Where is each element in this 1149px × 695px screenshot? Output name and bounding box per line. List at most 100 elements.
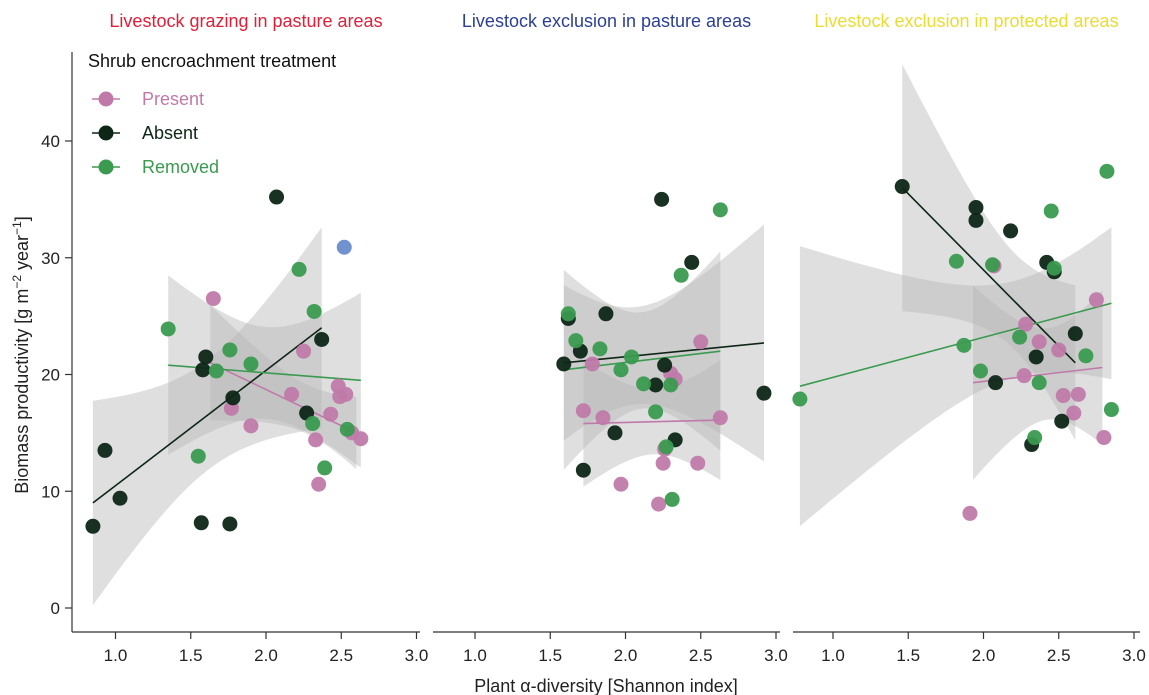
x-tick-label: 2.0 [972,646,996,665]
data-point [712,410,728,426]
y-axis-label-mid: year [12,235,32,275]
data-point [296,343,312,359]
data-point [1078,348,1094,364]
data-point [308,432,324,448]
data-point [222,516,238,532]
data-point [291,261,307,277]
regression-line [92,327,323,504]
data-points [85,163,1119,534]
data-point [584,356,600,372]
data-point [654,191,670,207]
confidence-band [583,360,721,487]
data-point [323,406,339,422]
x-tick-label: 3.0 [764,646,788,665]
data-point [684,254,700,270]
data-point [968,212,984,228]
legend-marker [98,125,114,141]
data-point [657,357,673,373]
regression-line [901,187,1076,364]
data-point [956,337,972,353]
x-tick-label: 1.0 [821,646,845,665]
data-point [317,460,333,476]
data-point [968,200,984,216]
data-point [894,179,910,195]
data-point [1031,375,1047,391]
y-axis-label-sup2: −1 [10,221,24,235]
data-point [592,341,608,357]
data-point [655,455,671,471]
legend-marker [98,91,114,107]
data-point [648,377,664,393]
x-tick-label: 1.5 [538,646,562,665]
legend-marker [98,159,114,175]
data-point [1088,292,1104,308]
x-tick-label: 2.5 [329,646,353,665]
panel-title: Livestock exclusion in pasture areas [462,11,751,31]
x-tick-label: 1.0 [463,646,487,665]
x-tick-label: 2.0 [254,646,278,665]
data-point [624,349,640,365]
data-point [575,403,591,419]
y-tick-label: 30 [41,249,60,268]
data-point [314,331,330,347]
panel-title: Livestock grazing in pasture areas [109,11,382,31]
data-point [690,455,706,471]
x-tick-label: 2.0 [614,646,638,665]
data-point [97,442,113,458]
data-point [195,362,211,378]
data-point [607,425,623,441]
y-axis-label-main: Biomass productivity [g m [12,289,32,494]
axes: 1.0 1.5 2.0 2.5 3.0 1.0 1.5 2.0 2.5 3.0 1.0 1.5 2.0 2… [41,52,1146,665]
data-point [305,416,321,432]
x-axis-label: Plant α-diversity [Shannon index] [474,676,738,695]
legend-label: Absent [142,123,198,143]
data-point [338,386,354,402]
data-point [1046,260,1062,276]
data-point [190,448,206,464]
data-point [198,349,214,365]
data-point [693,334,709,350]
x-tick-label: 1.5 [896,646,920,665]
confidence-band [210,305,357,470]
x-tick-label: 2.5 [689,646,713,665]
data-point [1055,388,1071,404]
y-tick-label: 0 [51,599,60,618]
x-tick-label: 3.0 [405,646,429,665]
y-tick-label: 10 [41,482,60,501]
data-point [306,303,322,319]
data-point [1103,402,1119,418]
confidence-bands [92,64,1112,606]
legend: Shrub encroachment treatment Present Abse… [88,51,336,177]
data-point [568,333,584,349]
data-point [160,321,176,337]
data-point [664,491,680,507]
data-point [636,376,652,392]
data-point [208,363,224,379]
data-point [556,356,572,372]
data-point [1012,329,1028,345]
data-point [284,386,300,402]
y-tick-label: 40 [41,132,60,151]
data-point [222,342,238,358]
data-point [756,385,772,401]
data-point [962,505,978,521]
data-point [595,410,611,426]
data-point [598,306,614,322]
data-point [243,418,259,434]
data-point [205,291,221,307]
data-point [1003,223,1019,239]
data-point [1051,342,1067,358]
y-axis-label-end: ] [12,216,32,221]
legend-label: Present [142,89,204,109]
data-point [792,391,808,407]
data-point [1054,413,1070,429]
data-point [1066,405,1082,421]
data-point [1070,386,1086,402]
data-point [1096,430,1112,446]
data-point [560,306,576,322]
data-point [1018,316,1034,332]
x-tick-label: 3.0 [1122,646,1146,665]
x-tick-label: 1.0 [104,646,128,665]
data-point [613,476,629,492]
